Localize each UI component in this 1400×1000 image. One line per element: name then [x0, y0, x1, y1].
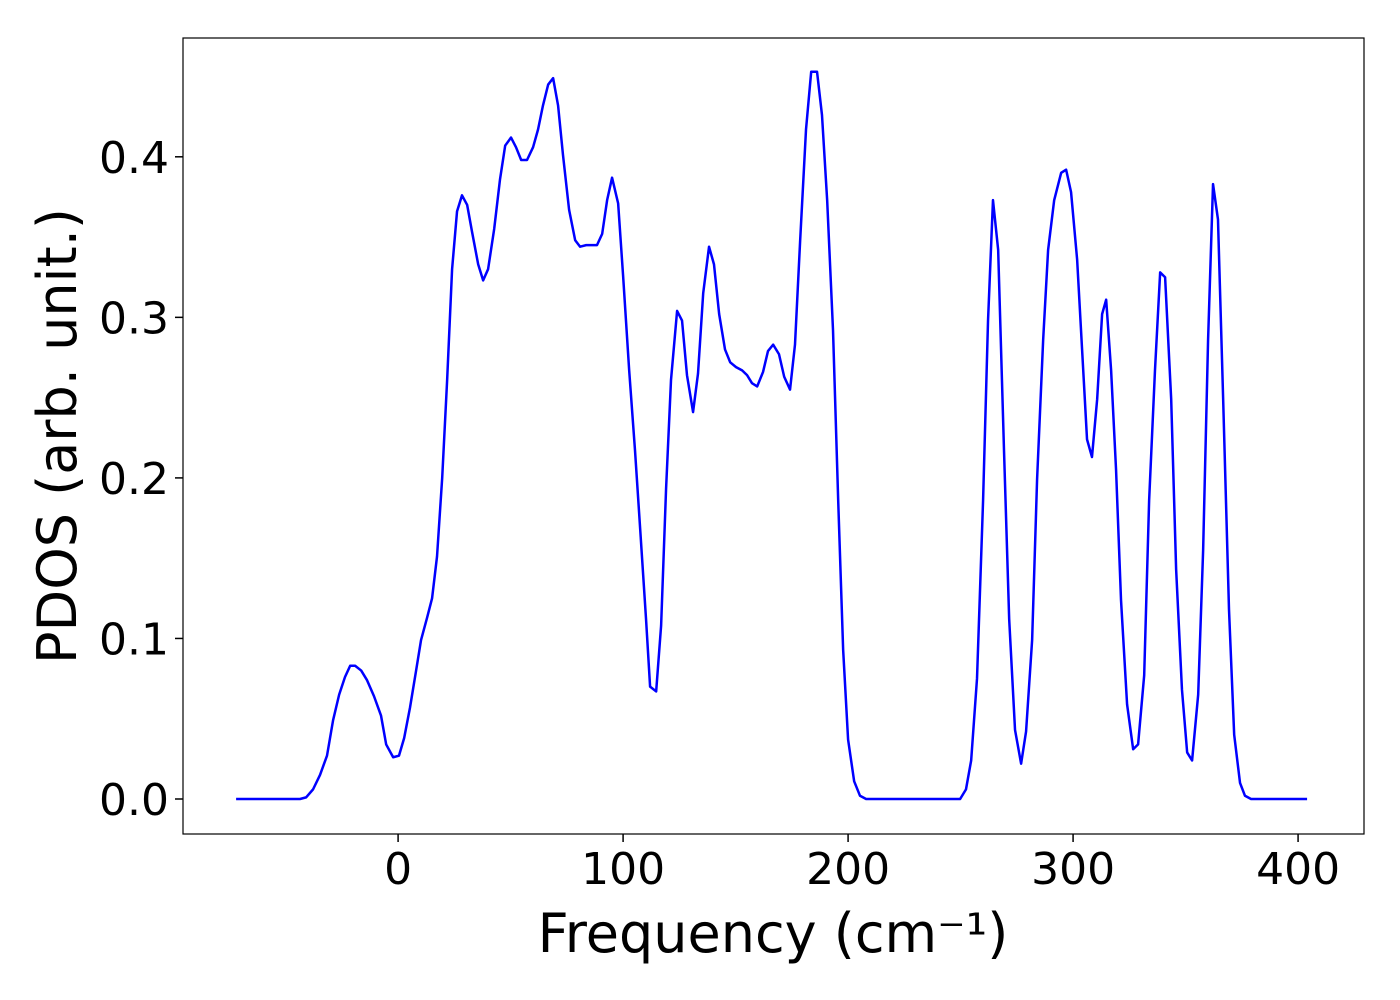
y-tick-label: 0.0: [99, 775, 169, 826]
x-tick-label: 0: [384, 844, 412, 895]
line: [236, 70, 1308, 801]
y-tick-label: 0.4: [99, 133, 169, 184]
y-tick-label: 0.2: [99, 454, 169, 505]
x-tick-label: 200: [806, 844, 890, 895]
y-axis-label: PDOS (arb. unit.): [26, 208, 89, 664]
y-tick-label: 0.1: [99, 614, 169, 665]
y-tick-label: 0.3: [99, 293, 169, 344]
x-tick-label: 300: [1031, 844, 1115, 895]
x-axis-label: Frequency (cm⁻¹): [538, 902, 1009, 965]
x-tick-label: 400: [1256, 844, 1340, 895]
plot-frame: [182, 37, 1365, 835]
x-tick-label: 100: [581, 844, 665, 895]
